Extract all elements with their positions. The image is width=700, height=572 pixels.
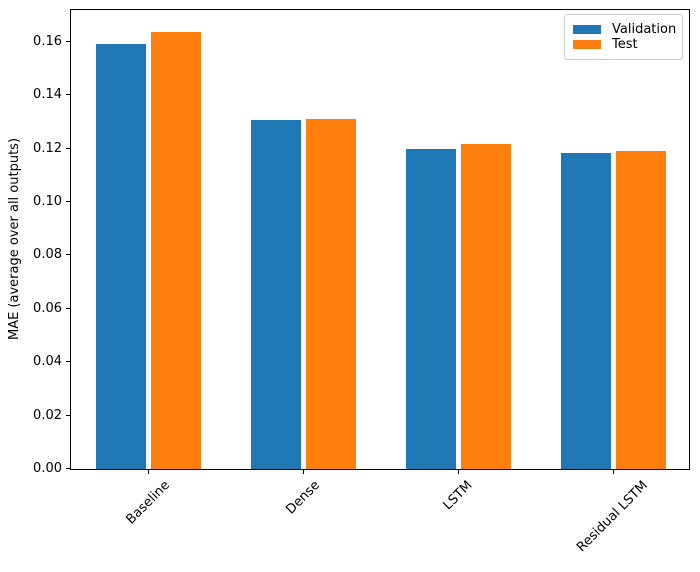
x-tick-label: Residual LSTM: [574, 478, 651, 555]
x-tick-mark: [303, 470, 304, 474]
bar-test-dense: [305, 119, 356, 469]
legend-row-validation: Validation: [573, 22, 677, 37]
bar-validation-residual-lstm: [560, 153, 611, 469]
x-tick-mark: [458, 470, 459, 474]
y-tick-mark: [66, 254, 70, 255]
bar-validation-baseline: [95, 44, 146, 469]
y-tick-mark: [66, 468, 70, 469]
bar-validation-lstm: [405, 148, 456, 469]
y-tick-label: 0.12: [33, 140, 62, 156]
plot-area: [70, 9, 690, 470]
x-tick-label: Baseline: [122, 477, 173, 528]
y-tick-label: 0.02: [33, 407, 62, 423]
legend-swatch-test-icon: [573, 40, 601, 49]
bar-validation-dense: [250, 119, 301, 469]
y-tick-label: 0.10: [33, 193, 62, 209]
y-tick-label: 0.00: [33, 461, 62, 476]
legend-label-validation: Validation: [612, 22, 677, 37]
y-tick-mark: [66, 41, 70, 42]
x-tick-mark: [613, 470, 614, 474]
y-tick-mark: [66, 148, 70, 149]
bar-test-residual-lstm: [615, 150, 666, 469]
legend: Validation Test: [564, 14, 683, 60]
y-tick-label: 0.06: [33, 300, 62, 316]
x-tick-label: Dense: [282, 477, 323, 518]
x-tick-label: LSTM: [439, 478, 476, 514]
bar-test-baseline: [150, 31, 201, 469]
legend-swatch-validation-icon: [573, 25, 601, 34]
legend-label-test: Test: [612, 37, 638, 52]
x-tick-mark: [148, 470, 149, 474]
y-tick-label: 0.16: [33, 33, 62, 49]
y-tick-mark: [66, 415, 70, 416]
y-tick-mark: [66, 94, 70, 95]
y-tick-label: 0.14: [33, 87, 62, 103]
y-tick-mark: [66, 201, 70, 202]
y-tick-mark: [66, 308, 70, 309]
y-tick-label: 0.08: [33, 247, 62, 263]
y-tick-label: 0.04: [33, 354, 62, 370]
bar-test-lstm: [460, 144, 511, 469]
y-tick-mark: [66, 361, 70, 362]
legend-row-test: Test: [573, 37, 674, 52]
